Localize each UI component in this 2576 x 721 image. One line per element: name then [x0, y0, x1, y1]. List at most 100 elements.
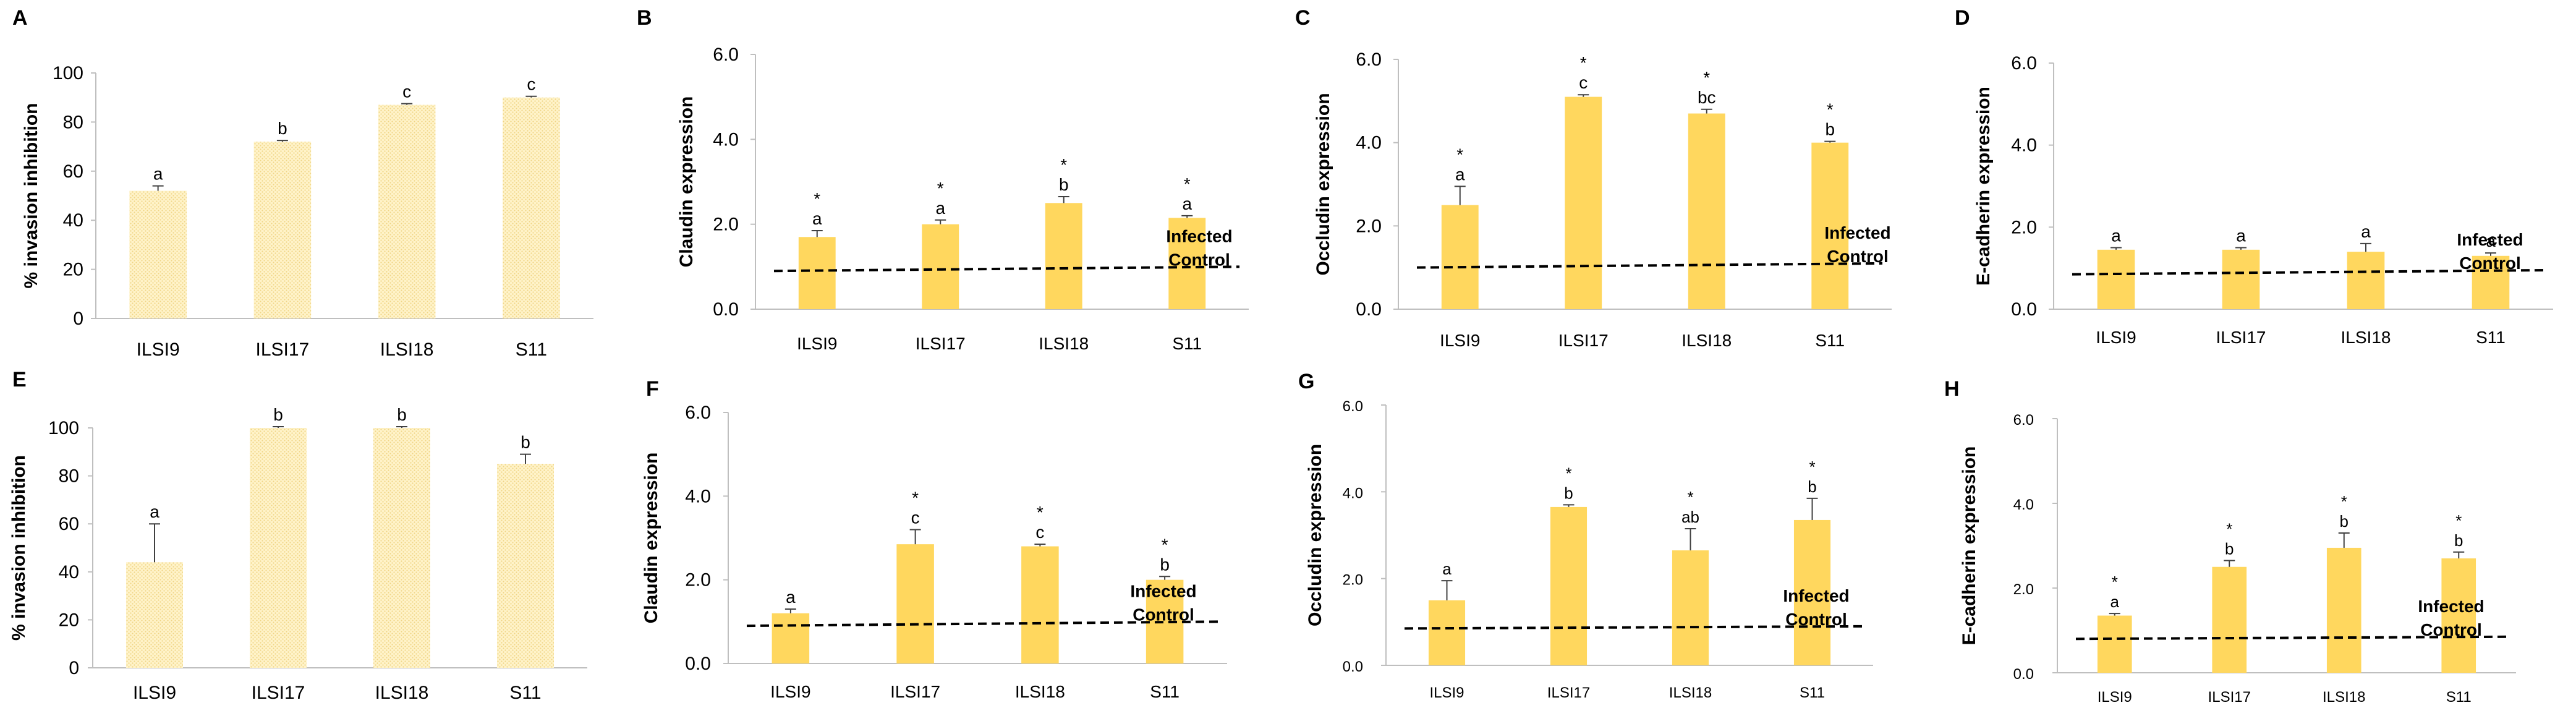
panel-e-category-label: ILSI17 — [252, 683, 305, 703]
panel-e-label: E — [12, 368, 27, 391]
panel-h-reference-label: Infected — [2418, 597, 2484, 616]
panel-a-label: A — [12, 6, 28, 30]
panel-e-ytick-label: 60 — [59, 514, 79, 534]
panel-h-bar — [2441, 558, 2476, 673]
panel-h-category-label: ILSI9 — [2098, 689, 2132, 706]
panel-a-ytick-label: 60 — [63, 161, 83, 182]
panel-d-ytick-label: 2.0 — [2011, 217, 2037, 237]
panel-a-ytick-label: 20 — [63, 260, 83, 280]
panel-d-ytick-label: 6.0 — [2011, 53, 2037, 74]
panel-f-bar — [1021, 546, 1059, 663]
panel-a-letter: c — [527, 75, 535, 94]
panel-a-bar — [378, 105, 436, 319]
panel-h-ytick-label: 0.0 — [2013, 666, 2034, 683]
panel-a-letter: c — [402, 82, 411, 101]
panel-f-letter: c — [1035, 523, 1044, 542]
panel-e-letter: b — [521, 433, 530, 452]
panel-d-letter: a — [2236, 226, 2246, 245]
panel-c-category-label: S11 — [1815, 331, 1845, 350]
panel-f-reference-label: Control — [1133, 605, 1194, 624]
panel-f-ylabel: Claudin expression — [641, 453, 661, 624]
panel-c-category-label: ILSI9 — [1440, 331, 1480, 350]
panel-e-letter: b — [397, 405, 407, 424]
panel-f-bar — [896, 544, 934, 663]
panel-h-star: * — [2341, 492, 2347, 511]
panel-c-category-label: ILSI17 — [1558, 331, 1609, 350]
panel-h-label: H — [1944, 377, 1960, 401]
panel-g-letter: ab — [1681, 508, 1699, 526]
panel-h-ylabel: E-cadherin expression — [1959, 446, 1979, 646]
panel-h-ytick-label: 6.0 — [2013, 412, 2034, 429]
panel-c-star: * — [1703, 68, 1710, 87]
panel-g-ytick-label: 2.0 — [1343, 572, 1363, 589]
panel-e-bar — [250, 428, 307, 668]
panel-c-bar — [1811, 142, 1849, 309]
panel-b-bar — [798, 237, 836, 309]
panel-g-category-label: S11 — [1800, 685, 1825, 701]
panel-h-letter: b — [2454, 531, 2463, 550]
panel-c-category-label: ILSI18 — [1681, 331, 1732, 350]
panel-g-category-label: ILSI17 — [1547, 685, 1590, 701]
panel-d-category-label: S11 — [2476, 328, 2506, 347]
panel-c-star: * — [1580, 53, 1587, 72]
panel-a-ylabel: % invasion inhibition — [21, 103, 41, 289]
panel-d-category-label: ILSI17 — [2216, 328, 2266, 347]
panel-g-bar — [1550, 506, 1588, 665]
panel-a-ytick-label: 40 — [63, 210, 83, 231]
panel-g-star: * — [1565, 464, 1571, 482]
panel-d-category-label: ILSI18 — [2341, 328, 2391, 347]
panel-d-bar — [2097, 249, 2135, 309]
panel-g-reference-label: Control — [1785, 610, 1847, 629]
panel-g-ytick-label: 4.0 — [1343, 485, 1363, 501]
panel-b-category-label: S11 — [1172, 334, 1202, 353]
panel-c-bar — [1565, 96, 1602, 309]
panel-e-ytick-label: 40 — [59, 562, 79, 582]
panel-h-category-label: S11 — [2446, 689, 2472, 706]
panel-e-category-label: ILSI18 — [375, 683, 429, 703]
panel-d-bar — [2472, 255, 2510, 309]
panel-b-category-label: ILSI9 — [797, 334, 837, 353]
panel-c-star: * — [1456, 145, 1463, 164]
panel-g-letter: b — [1564, 484, 1573, 502]
panel-f-category-label: S11 — [1150, 682, 1180, 701]
panel-b-bar — [1168, 218, 1206, 309]
panel-b-letter: a — [935, 198, 945, 218]
panel-c-ytick-label: 4.0 — [1356, 133, 1382, 153]
panel-d-ytick-label: 0.0 — [2011, 299, 2037, 320]
panel-c-letter: b — [1825, 120, 1835, 139]
panel-c-letter: a — [1455, 164, 1465, 184]
panel-g-category-label: ILSI18 — [1669, 685, 1712, 701]
panel-e-category-label: ILSI9 — [133, 683, 176, 703]
panel-b-reference-label: Control — [1168, 250, 1230, 269]
panel-b-letter: b — [1059, 175, 1069, 194]
panel-a-category-label: ILSI18 — [380, 339, 434, 360]
panel-a-bar — [503, 97, 560, 318]
panel-c-bar — [1441, 205, 1479, 309]
panel-f-category-label: ILSI9 — [770, 682, 810, 701]
panel-b-ylabel: Claudin expression — [676, 96, 697, 268]
panel-a-category-label: ILSI17 — [256, 339, 310, 360]
panel-g-star: * — [1809, 458, 1815, 476]
panel-f-bar — [772, 613, 810, 663]
panel-g-bar — [1672, 550, 1709, 665]
panel-d-reference-label: Infected — [2457, 230, 2523, 249]
panel-h-category-label: ILSI17 — [2208, 689, 2251, 706]
panel-e-bar — [497, 464, 554, 668]
panel-f-reference-line — [746, 620, 1218, 628]
panel-a-letter: a — [153, 164, 163, 184]
panel-c-bar — [1688, 113, 1725, 310]
panel-a-category-label: ILSI9 — [137, 339, 180, 360]
panel-a-ytick-label: 80 — [63, 112, 83, 132]
panel-g-ylabel: Occludin expression — [1305, 444, 1325, 626]
panel-b-letter: a — [812, 209, 822, 228]
panel-g-letter: a — [1442, 560, 1452, 578]
panel-b-label: B — [637, 6, 652, 30]
panel-c-star: * — [1827, 100, 1834, 119]
panel-g-bar — [1793, 519, 1831, 665]
panel-g-letter: b — [1808, 477, 1816, 496]
panel-d-reference-label: Control — [2459, 254, 2521, 273]
panel-e-ytick-label: 20 — [59, 610, 79, 630]
panel-f-ytick-label: 4.0 — [685, 486, 711, 506]
panel-h-ytick-label: 2.0 — [2013, 581, 2034, 598]
panel-b-ytick-label: 4.0 — [713, 129, 739, 150]
